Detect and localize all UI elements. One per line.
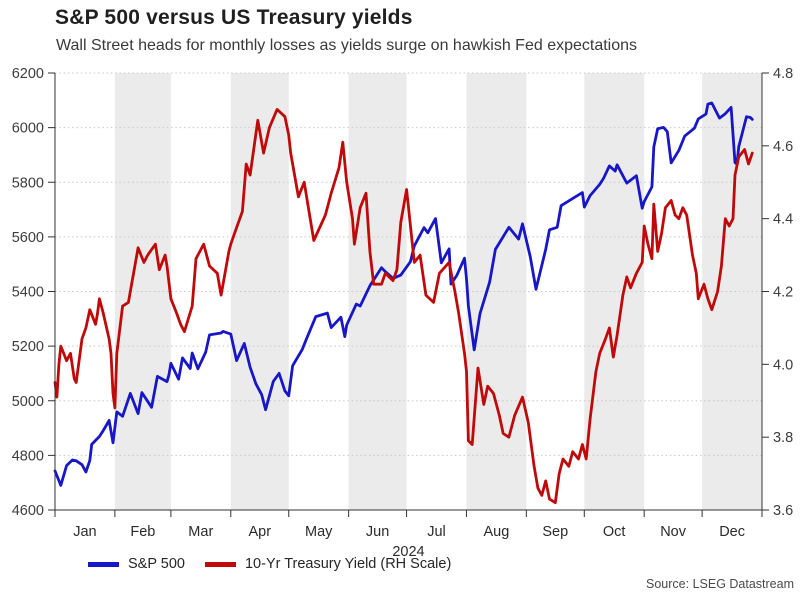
svg-text:5000: 5000 bbox=[12, 394, 44, 410]
chart-subtitle: Wall Street heads for monthly losses as … bbox=[56, 37, 638, 54]
svg-text:Jul: Jul bbox=[427, 524, 446, 540]
svg-text:5400: 5400 bbox=[12, 285, 44, 301]
svg-text:4.4: 4.4 bbox=[773, 212, 793, 228]
svg-text:4.6: 4.6 bbox=[773, 139, 793, 155]
svg-text:Dec: Dec bbox=[719, 524, 745, 540]
svg-text:Oct: Oct bbox=[603, 524, 626, 540]
treasury-yield-line bbox=[53, 108, 754, 505]
svg-text:4800: 4800 bbox=[12, 448, 44, 464]
svg-text:4.2: 4.2 bbox=[773, 285, 793, 301]
svg-text:Feb: Feb bbox=[130, 524, 155, 540]
axes bbox=[48, 72, 769, 517]
svg-text:May: May bbox=[305, 524, 333, 540]
svg-text:Sep: Sep bbox=[542, 524, 568, 540]
svg-text:5200: 5200 bbox=[12, 339, 44, 355]
svg-text:Jun: Jun bbox=[366, 524, 389, 540]
treasury-yield-legend-swatch bbox=[204, 561, 236, 567]
svg-text:3.6: 3.6 bbox=[773, 503, 793, 519]
svg-text:4600: 4600 bbox=[12, 503, 44, 519]
svg-text:Apr: Apr bbox=[249, 524, 272, 540]
svg-text:4.0: 4.0 bbox=[773, 357, 793, 373]
page-title: S&P 500 versus US Treasury yields bbox=[55, 6, 413, 29]
legend: S&P 500 10-Yr Treasury Yield (RH Scale) bbox=[88, 556, 471, 572]
sp500-line bbox=[53, 101, 754, 487]
svg-text:6200: 6200 bbox=[12, 66, 44, 82]
source-credit: Source: LSEG Datastream bbox=[646, 577, 794, 591]
legend-item-sp500: S&P 500 bbox=[88, 556, 185, 572]
axis-tick-labels: 6200 6000 5800 5600 5400 5200 5000 4800 4600 4.8 4… bbox=[12, 66, 793, 519]
svg-text:6000: 6000 bbox=[12, 121, 44, 137]
sp500-legend-swatch bbox=[88, 561, 119, 567]
gridlines bbox=[55, 72, 762, 456]
sp500-legend-label: S&P 500 bbox=[128, 556, 185, 572]
treasury-yield-legend-label: 10-Yr Treasury Yield (RH Scale) bbox=[244, 556, 452, 572]
svg-text:3.8: 3.8 bbox=[773, 430, 793, 446]
svg-text:Jan: Jan bbox=[73, 524, 96, 540]
year-label: 2024 bbox=[392, 544, 424, 560]
svg-text:Aug: Aug bbox=[483, 524, 509, 540]
legend-item-treasury-yield: 10-Yr Treasury Yield (RH Scale) bbox=[204, 556, 452, 572]
svg-text:Nov: Nov bbox=[660, 524, 687, 540]
svg-text:5600: 5600 bbox=[12, 230, 44, 246]
svg-text:4.8: 4.8 bbox=[773, 66, 793, 82]
month-labels: Jan Feb Mar Apr May Jun Jul Aug Sep Oct Nov Dec 2024 bbox=[73, 524, 745, 560]
svg-text:5800: 5800 bbox=[12, 175, 44, 191]
svg-text:Mar: Mar bbox=[188, 524, 213, 540]
